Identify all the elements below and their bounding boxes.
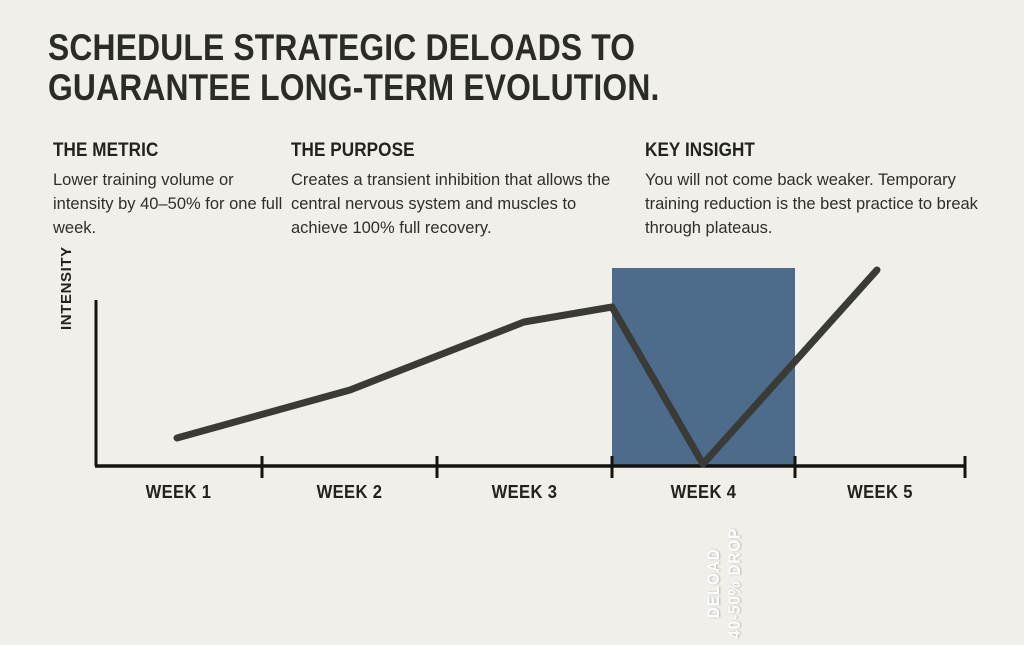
info-column-metric: THE METRIC Lower training volume or inte…	[53, 140, 288, 240]
deload-band-label-line-1: DELOAD	[704, 548, 723, 619]
deload-band-label-line-2: 40-50% DROP	[725, 527, 744, 639]
x-axis-label-week-4: WEEK 4	[670, 482, 737, 502]
title-line-1: SCHEDULE STRATEGIC DELOADS TO	[48, 27, 636, 68]
infographic-root: SCHEDULE STRATEGIC DELOADS TO GUARANTEE …	[0, 27, 1024, 639]
info-column-insight: KEY INSIGHT You will not come back weake…	[645, 140, 985, 240]
info-column-purpose: THE PURPOSE Creates a transient inhibiti…	[291, 140, 621, 240]
column-heading-metric: THE METRIC	[53, 140, 159, 161]
page-title: SCHEDULE STRATEGIC DELOADS TO GUARANTEE …	[48, 27, 660, 108]
intensity-line-path	[173, 266, 881, 468]
chart-svg	[94, 266, 967, 478]
column-heading-insight: KEY INSIGHT	[645, 140, 755, 161]
x-axis-label-week-1: WEEK 1	[145, 482, 212, 502]
title-line-2: GUARANTEE LONG-TERM EVOLUTION.	[48, 67, 660, 108]
x-axis-label-week-5: WEEK 5	[847, 482, 913, 502]
deload-shaded-band	[612, 268, 795, 466]
column-heading-purpose: THE PURPOSE	[291, 140, 415, 161]
x-axis-label-week-3: WEEK 3	[491, 482, 558, 502]
x-axis-label-week-2: WEEK 2	[316, 482, 383, 502]
column-body-purpose: Creates a transient inhibition that allo…	[291, 171, 611, 237]
column-body-metric: Lower training volume or intensity by 40…	[53, 171, 283, 237]
intensity-line-chart: DELOAD 40-50% DROP	[0, 250, 1024, 639]
info-columns: THE METRIC Lower training volume or inte…	[0, 140, 1024, 250]
column-body-insight: You will not come back weaker. Temporary…	[645, 171, 978, 237]
deload-band-label: DELOAD 40-50% DROP	[703, 522, 745, 645]
y-axis-label: INTENSITY	[58, 246, 75, 330]
